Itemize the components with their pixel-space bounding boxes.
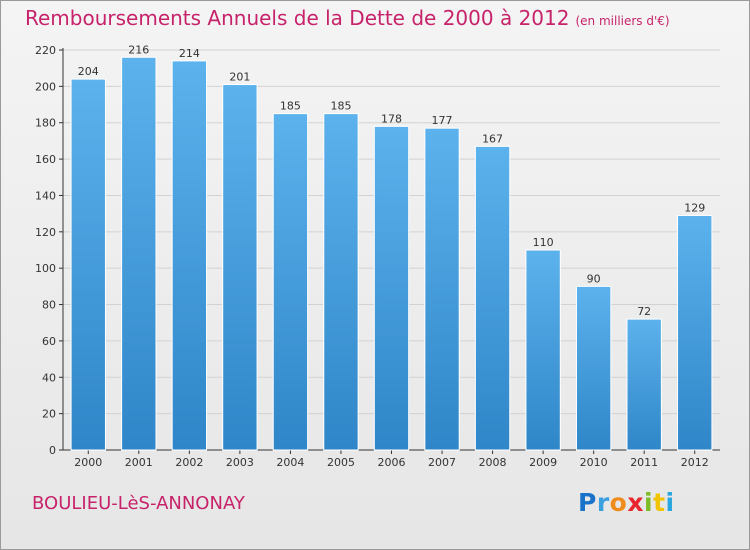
data-label-2005: 185: [330, 100, 351, 113]
brand-letter: o: [609, 488, 628, 517]
bar-2002: [171, 60, 208, 451]
bar-2008: [474, 145, 511, 451]
brand-logo: Proxiti: [578, 488, 675, 517]
y-tick-label: 20: [42, 408, 56, 421]
brand-letter: x: [627, 488, 644, 517]
y-tick-label: 60: [42, 335, 56, 348]
y-tick-label: 80: [42, 299, 56, 312]
x-tick-label-2008: 2008: [479, 456, 507, 469]
data-label-2011: 72: [637, 305, 651, 318]
data-label-2012: 129: [684, 201, 705, 214]
data-label-2008: 167: [482, 132, 503, 145]
bar-2004: [272, 113, 309, 451]
data-label-2004: 185: [280, 100, 301, 113]
brand-letter: r: [596, 488, 610, 517]
y-tick-label: 120: [35, 226, 56, 239]
data-label-2010: 90: [587, 272, 601, 285]
data-label-2001: 216: [128, 43, 149, 56]
x-tick-label-2003: 2003: [226, 456, 254, 469]
data-label-2009: 110: [533, 236, 554, 249]
bar-2001: [121, 56, 157, 451]
y-tick-label: 160: [35, 153, 56, 166]
chart-unit: (en milliers d'€): [575, 14, 670, 28]
brand-letter: i: [665, 488, 675, 517]
data-label-2003: 201: [229, 71, 250, 84]
brand-letter: i: [644, 488, 654, 517]
chart-title-text: Remboursements Annuels de la Dette de 20…: [25, 6, 570, 30]
bar-2012: [677, 214, 713, 451]
x-tick-label-2005: 2005: [327, 456, 355, 469]
location-name: BOULIEU-LèS-ANNONAY: [32, 493, 245, 514]
y-tick-label: 200: [35, 80, 56, 93]
bar-2011: [626, 318, 662, 451]
x-tick-label-2004: 2004: [276, 456, 304, 469]
y-tick-label: 140: [35, 189, 56, 202]
y-tick-label: 0: [49, 444, 56, 457]
x-tick-label-2000: 2000: [74, 456, 102, 469]
bar-2005: [323, 113, 359, 451]
bar-2006: [373, 125, 410, 451]
chart-title: Remboursements Annuels de la Dette de 20…: [25, 6, 670, 30]
bars: [70, 56, 713, 451]
y-tick-label: 100: [35, 262, 56, 275]
brand-letter: t: [653, 488, 666, 517]
data-label-2007: 177: [432, 114, 453, 127]
x-tick-label-2002: 2002: [175, 456, 203, 469]
bar-2000: [70, 78, 106, 451]
x-tick-label-2009: 2009: [529, 456, 557, 469]
bar-2009: [525, 249, 561, 451]
bar-2003: [222, 84, 258, 451]
y-tick-labels: 0 20 40 60 80 100 120 140 160 180 200 220: [35, 44, 56, 457]
brand-letter: P: [578, 488, 597, 517]
y-tick-label: 180: [35, 117, 56, 130]
x-tick-label-2011: 2011: [630, 456, 658, 469]
x-tick-labels: 2000 2001 2002 2003 2004 2005 2006 2007 2008 2009…: [74, 456, 708, 469]
bar-2007: [424, 127, 460, 451]
x-tick-label-2010: 2010: [580, 456, 608, 469]
data-label-2006: 178: [381, 112, 402, 125]
x-tick-label-2007: 2007: [428, 456, 456, 469]
x-tick-label-2006: 2006: [378, 456, 406, 469]
data-labels: 204 216 214 201 185 185 178 177 167 110 90 72 129: [78, 43, 705, 318]
x-tick-label-2001: 2001: [125, 456, 153, 469]
x-tick-label-2012: 2012: [681, 456, 709, 469]
y-tick-label: 40: [42, 371, 56, 384]
data-label-2002: 214: [179, 47, 200, 60]
data-label-2000: 204: [78, 65, 99, 78]
y-tick-label: 220: [35, 44, 56, 57]
bar-2010: [575, 285, 612, 451]
